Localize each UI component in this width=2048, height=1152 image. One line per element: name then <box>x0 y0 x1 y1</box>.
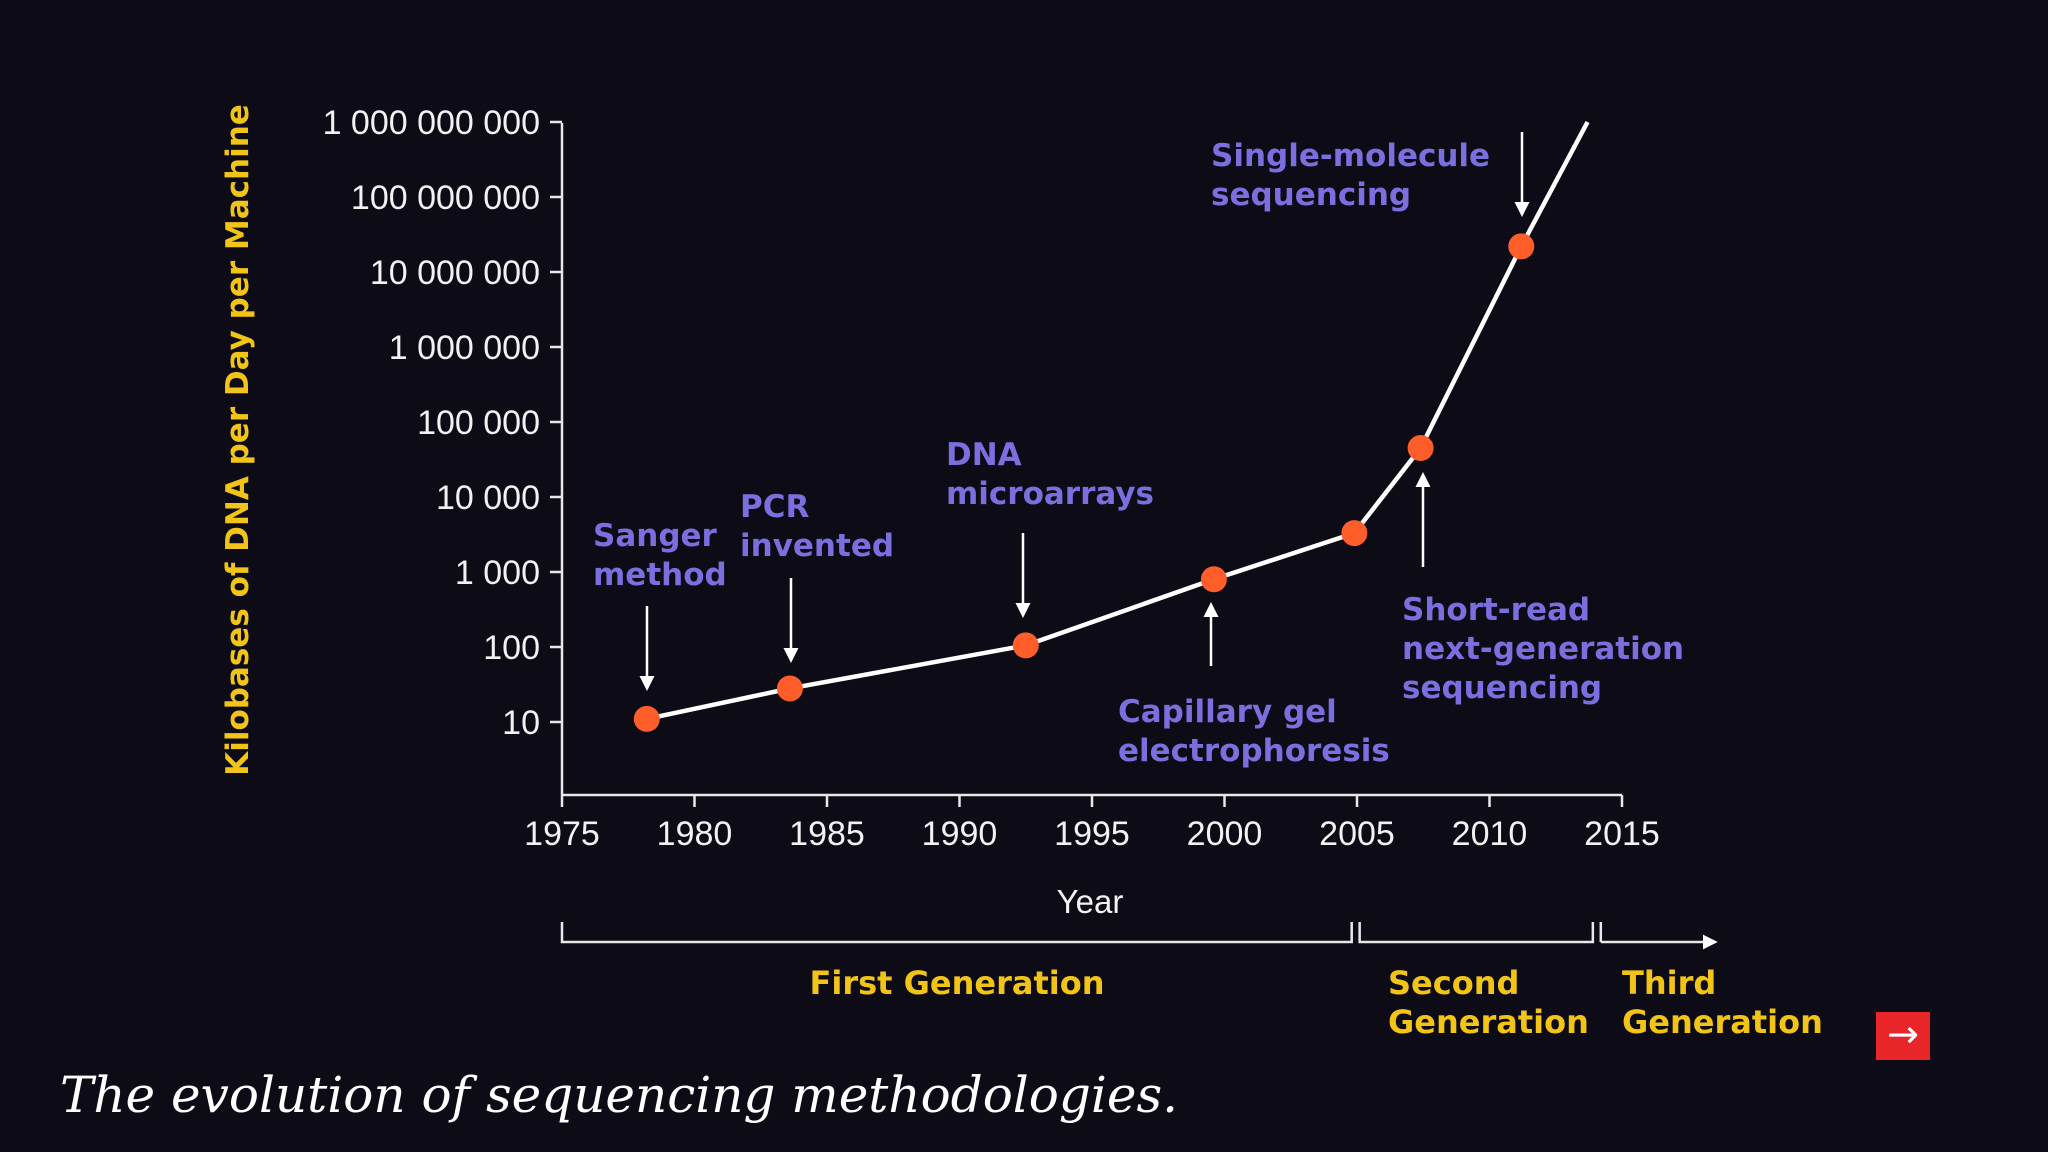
annotation-microarrays: DNA microarrays <box>946 437 1154 512</box>
y-tick-label: 100 000 000 <box>351 179 540 217</box>
x-tick-label: 1980 <box>657 815 733 853</box>
y-tick-label: 100 000 <box>417 404 540 442</box>
bracket-first <box>560 922 1353 944</box>
x-tick-label: 2010 <box>1452 815 1528 853</box>
bracket-second <box>1358 922 1595 944</box>
y-tick-label: 10 000 <box>436 479 540 517</box>
y-tick-label: 1 000 <box>455 554 540 592</box>
y-tick-label: 10 <box>502 704 540 742</box>
generation-label-third: Third Generation <box>1622 964 1823 1041</box>
x-axis-label: Year <box>1057 883 1124 920</box>
right-arrow-icon[interactable]: → <box>1887 1012 1919 1056</box>
data-point <box>1407 435 1434 462</box>
x-tick-label: 1975 <box>524 815 600 853</box>
annotation-short-read: Short-read next-generation sequencing <box>1402 592 1684 706</box>
x-tick-label: 2000 <box>1187 815 1263 853</box>
next-button[interactable]: → <box>1876 1012 1930 1060</box>
annotation-capillary: Capillary gel electrophoresis <box>1118 694 1390 769</box>
data-point <box>1012 632 1039 659</box>
x-tick-label: 1985 <box>789 815 865 853</box>
series-line <box>646 120 1590 722</box>
y-tick-label: 100 <box>483 629 540 667</box>
generation-label-second: Second Generation <box>1388 964 1589 1041</box>
generation-brackets: First Generation Second Generation Third Gen… <box>560 922 1823 1041</box>
annotation-pcr: PCR invented <box>740 489 894 564</box>
y-axis-label: Kilobases of DNA per Day per Machine <box>220 104 256 776</box>
data-point <box>633 705 660 732</box>
data-point <box>1341 520 1368 547</box>
data-point <box>776 675 803 702</box>
x-tick-label: 1990 <box>922 815 998 853</box>
y-axis-ticks: 10 100 1 000 10 000 100 000 1 000 000 10 000 0… <box>323 104 562 742</box>
y-tick-label: 1 000 000 000 <box>323 104 540 142</box>
caption: The evolution of sequencing methodologie… <box>60 1066 1178 1124</box>
annotation-single-molecule: Single-molecule sequencing <box>1211 138 1490 213</box>
x-axis-ticks: 1975 1980 1985 1990 1995 2000 2005 2010 2015 <box>524 795 1660 853</box>
generation-label-first: First Generation <box>810 964 1105 1002</box>
x-tick-label: 1995 <box>1054 815 1130 853</box>
series-throughput <box>633 120 1590 732</box>
data-point <box>1508 233 1535 260</box>
x-tick-label: 2015 <box>1584 815 1660 853</box>
data-point <box>1200 566 1227 593</box>
next-button-background[interactable] <box>1876 1012 1930 1060</box>
x-tick-label: 2005 <box>1319 815 1395 853</box>
y-tick-label: 1 000 000 <box>389 329 540 367</box>
annotation-sanger: Sanger method <box>593 518 727 593</box>
y-tick-label: 10 000 000 <box>370 254 540 292</box>
